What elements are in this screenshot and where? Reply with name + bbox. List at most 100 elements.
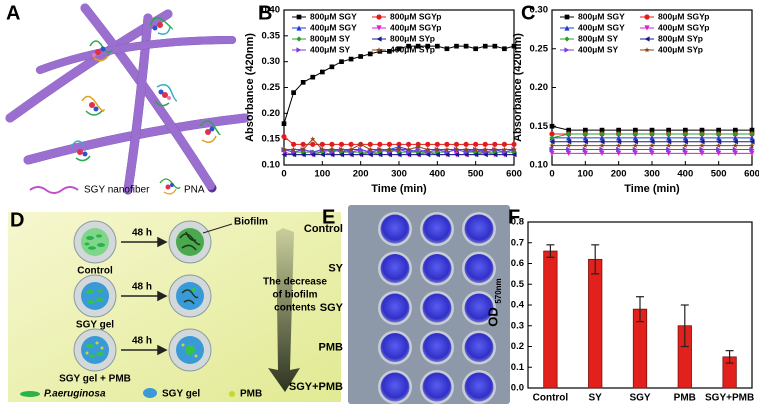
row-labels: Control SY SGY PMB SGY+PMB — [289, 223, 344, 393]
marker — [329, 141, 335, 147]
x-tick-label: 0 — [549, 169, 554, 180]
marker — [549, 146, 555, 153]
marker — [511, 152, 517, 158]
marker — [453, 152, 460, 158]
legend-marker — [376, 47, 382, 53]
marker — [715, 142, 722, 148]
panel-d: D 48 h 48 h 48 h Biofilm Control SGY gel… — [8, 209, 341, 402]
marker — [632, 127, 638, 133]
marker — [716, 139, 722, 145]
marker — [565, 142, 572, 148]
legend-label: PMB — [240, 389, 262, 400]
legend-marker — [644, 47, 650, 53]
legend-label: 400μM SGYp — [658, 22, 710, 32]
legend-label: 400μM SY — [310, 44, 350, 54]
legend-marker — [296, 36, 302, 42]
legend-label: SGY nanofiber — [84, 185, 150, 196]
marker — [377, 146, 383, 152]
marker — [310, 136, 316, 142]
arrow-text: of biofilm — [273, 290, 318, 301]
marker — [665, 142, 672, 148]
marker — [377, 152, 383, 158]
well-liquid — [464, 214, 494, 244]
marker — [319, 141, 325, 147]
marker — [434, 152, 440, 158]
x-tick-label: 600 — [506, 169, 522, 180]
row-label: SY — [328, 262, 343, 274]
marker — [599, 150, 605, 156]
marker — [699, 139, 705, 145]
y-tick-label: 0.25 — [262, 82, 281, 93]
marker — [281, 121, 287, 127]
marker — [599, 142, 605, 148]
marker — [386, 141, 393, 147]
marker — [310, 152, 316, 158]
marker — [434, 43, 440, 49]
marker — [511, 43, 517, 49]
marker — [415, 43, 421, 49]
marker — [749, 135, 755, 141]
marker — [682, 127, 688, 133]
y-tick-label: 0.20 — [262, 108, 281, 119]
marker — [566, 146, 572, 153]
y-tick-label: 0.4 — [511, 300, 525, 311]
marker — [666, 131, 672, 137]
y-tick-label: 0.20 — [530, 82, 549, 93]
well-liquid — [422, 293, 452, 323]
series-line — [283, 45, 515, 124]
marker — [732, 150, 738, 156]
marker — [454, 43, 459, 49]
nanofibers — [5, 3, 250, 195]
marker — [290, 141, 297, 147]
marker — [599, 135, 605, 141]
marker — [616, 150, 622, 156]
marker — [310, 74, 316, 80]
x-tick-label: 400 — [677, 169, 693, 180]
marker — [632, 146, 638, 153]
marker — [319, 69, 325, 75]
marker — [566, 135, 572, 141]
marker — [649, 142, 655, 148]
legend-marker — [644, 25, 650, 31]
y-axis-label: Absorbance (420nm) — [512, 33, 524, 142]
x-tick-label: 600 — [744, 169, 759, 180]
marker — [472, 146, 479, 152]
marker — [310, 149, 316, 155]
dishes — [73, 220, 212, 372]
legend-label: 800μM SYp — [658, 33, 703, 43]
marker — [367, 141, 373, 147]
legend-marker — [564, 25, 570, 31]
marker — [367, 146, 373, 152]
marker — [405, 141, 412, 147]
marker — [348, 146, 354, 152]
x-tick-label: 300 — [644, 169, 660, 180]
marker — [549, 150, 555, 156]
marker — [358, 54, 364, 59]
marker — [616, 131, 622, 137]
x-tick-label: Control — [533, 393, 569, 404]
marker — [699, 127, 705, 133]
row-label: PMB — [319, 341, 344, 353]
marker — [511, 146, 517, 152]
x-tick-label: 500 — [711, 169, 727, 180]
marker — [749, 142, 755, 148]
bar — [543, 250, 558, 389]
marker — [582, 127, 588, 133]
well-liquid — [464, 254, 494, 283]
y-tick-label: 0.25 — [530, 43, 549, 54]
marker — [300, 79, 306, 85]
legend-label: PNA — [184, 185, 205, 196]
marker — [387, 48, 392, 54]
marker — [699, 135, 705, 141]
marker — [599, 131, 605, 137]
marker — [582, 146, 588, 153]
marker — [632, 150, 638, 156]
marker — [749, 139, 755, 145]
y-tick-label: 0.5 — [511, 279, 525, 290]
legend-label: P.aeruginosa — [44, 389, 106, 400]
time-label: 48 h — [132, 282, 152, 293]
marker — [599, 146, 605, 153]
legend-label: 400μM SY — [578, 44, 618, 54]
marker — [463, 152, 469, 158]
